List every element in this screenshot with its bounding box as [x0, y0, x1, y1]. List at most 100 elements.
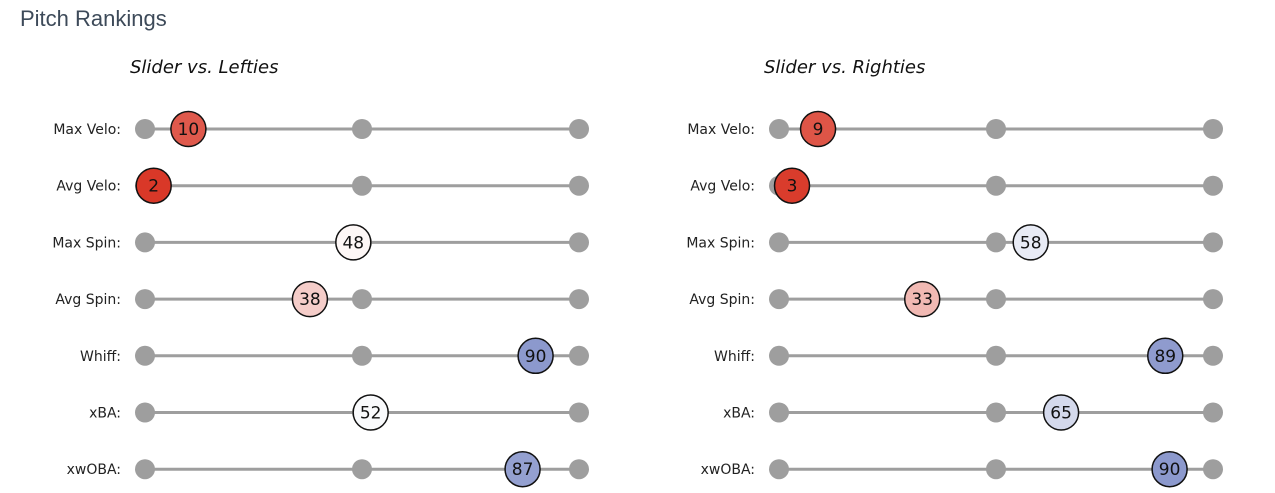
row-label: Avg Spin: [55, 292, 121, 308]
value-marker [135, 167, 172, 204]
scale-node-100 [569, 289, 589, 310]
value-marker [517, 337, 554, 375]
ranking-row-max-velo: Max Velo: 10 [53, 110, 589, 148]
scale-node-50 [352, 289, 372, 310]
scale-node-50 [986, 402, 1006, 423]
chart-title: Slider vs. Lefties [130, 57, 278, 78]
value-label: 3 [787, 177, 798, 197]
value-marker [773, 167, 811, 204]
value-label: 90 [525, 347, 547, 367]
scale-node-100 [1203, 175, 1223, 196]
value-marker [504, 450, 541, 488]
scale-node-100 [1203, 402, 1223, 423]
row-label: Avg Velo: [56, 179, 121, 195]
scale-node-50 [352, 345, 372, 366]
row-label: xBA: [723, 406, 755, 422]
chart-panel-righties: Slider vs. Righties Max Velo: 9 Avg Velo: 3 M… [634, 52, 1254, 493]
value-label: 2 [148, 177, 159, 197]
ranking-row-avg-velo: Avg Velo: 2 [56, 167, 589, 204]
ranking-row-max-spin: Max Spin: 58 [686, 224, 1223, 261]
ranking-row-xwoba: xwOBA: 90 [701, 450, 1223, 488]
scale-node-100 [1203, 232, 1223, 253]
value-marker [1151, 450, 1188, 488]
scale-node-50 [986, 232, 1006, 253]
scale-node-50 [986, 119, 1006, 139]
row-label: Max Velo: [687, 122, 755, 138]
scale-node-100 [1203, 289, 1223, 310]
value-label: 65 [1050, 404, 1072, 424]
scale-node-100 [569, 402, 589, 423]
scale-node-0 [769, 402, 789, 423]
scale-node-50 [352, 175, 372, 196]
scale-node-0 [769, 289, 789, 310]
value-label: 33 [911, 290, 933, 310]
chart-title: Slider vs. Righties [764, 57, 925, 78]
scale-node-100 [569, 232, 589, 253]
ranking-row-max-velo: Max Velo: 9 [687, 110, 1223, 148]
row-label: Avg Spin: [689, 292, 755, 308]
row-label: Max Spin: [52, 235, 121, 251]
value-marker [1147, 337, 1184, 375]
value-label: 58 [1020, 233, 1042, 253]
scale-node-50 [986, 459, 1006, 480]
scale-node-100 [569, 175, 589, 196]
scale-node-50 [986, 289, 1006, 310]
ranking-row-avg-spin: Avg Spin: 33 [689, 280, 1223, 318]
value-label: 9 [813, 120, 824, 140]
scale-node-50 [352, 459, 372, 480]
scale-node-0 [769, 459, 789, 480]
ranking-row-xba: xBA: 52 [89, 394, 589, 431]
scale-node-50 [352, 119, 372, 139]
scale-node-0 [135, 289, 155, 310]
row-label: Whiff: [714, 349, 755, 365]
value-label: 38 [299, 290, 321, 310]
value-label: 10 [178, 120, 200, 140]
scale-node-0 [769, 345, 789, 366]
row-label: Max Spin: [686, 235, 755, 251]
value-label: 52 [360, 404, 382, 424]
scale-node-100 [569, 459, 589, 480]
value-label: 89 [1154, 347, 1176, 367]
row-label: xwOBA: [67, 462, 121, 478]
value-marker [799, 110, 837, 148]
scale-node-100 [1203, 119, 1223, 139]
scale-node-100 [1203, 345, 1223, 366]
scale-node-50 [986, 175, 1006, 196]
ranking-row-whiff: Whiff: 90 [80, 337, 589, 375]
value-marker [335, 224, 372, 261]
scale-node-100 [569, 345, 589, 366]
scale-node-0 [135, 459, 155, 480]
ranking-row-max-spin: Max Spin: 48 [52, 224, 589, 261]
ranking-row-avg-spin: Avg Spin: 38 [55, 280, 589, 318]
row-label: Max Velo: [53, 122, 121, 138]
row-label: Whiff: [80, 349, 121, 365]
ranking-row-whiff: Whiff: 89 [714, 337, 1223, 375]
chart-panel-lefties: Slider vs. Lefties Max Velo: 10 Avg Velo: 2 M… [0, 52, 620, 493]
page-title: Pitch Rankings [20, 6, 167, 31]
scale-node-50 [986, 345, 1006, 366]
ranking-row-xwoba: xwOBA: 87 [67, 450, 589, 488]
ranking-row-xba: xBA: 65 [723, 394, 1223, 431]
value-label: 48 [342, 233, 364, 253]
scale-node-0 [135, 345, 155, 366]
scale-node-100 [569, 119, 589, 139]
scale-node-0 [135, 232, 155, 253]
row-label: xBA: [89, 406, 121, 422]
value-marker [903, 280, 941, 318]
rankings-chart-righties: Slider vs. Righties Max Velo: 9 Avg Velo: 3 M… [686, 57, 1223, 488]
value-marker [352, 394, 389, 431]
scale-node-0 [769, 232, 789, 253]
scale-node-0 [135, 402, 155, 423]
rankings-chart-lefties: Slider vs. Lefties Max Velo: 10 Avg Velo: 2 M… [52, 57, 589, 488]
scale-node-100 [1203, 459, 1223, 480]
value-marker [1042, 394, 1080, 431]
value-label: 87 [512, 460, 534, 480]
row-label: xwOBA: [701, 462, 755, 478]
scale-node-0 [769, 119, 789, 139]
value-marker [291, 280, 329, 318]
row-label: Avg Velo: [690, 179, 755, 195]
value-marker [170, 110, 207, 148]
scale-node-0 [135, 119, 155, 139]
value-marker [1012, 224, 1049, 261]
ranking-row-avg-velo: Avg Velo: 3 [690, 167, 1223, 204]
